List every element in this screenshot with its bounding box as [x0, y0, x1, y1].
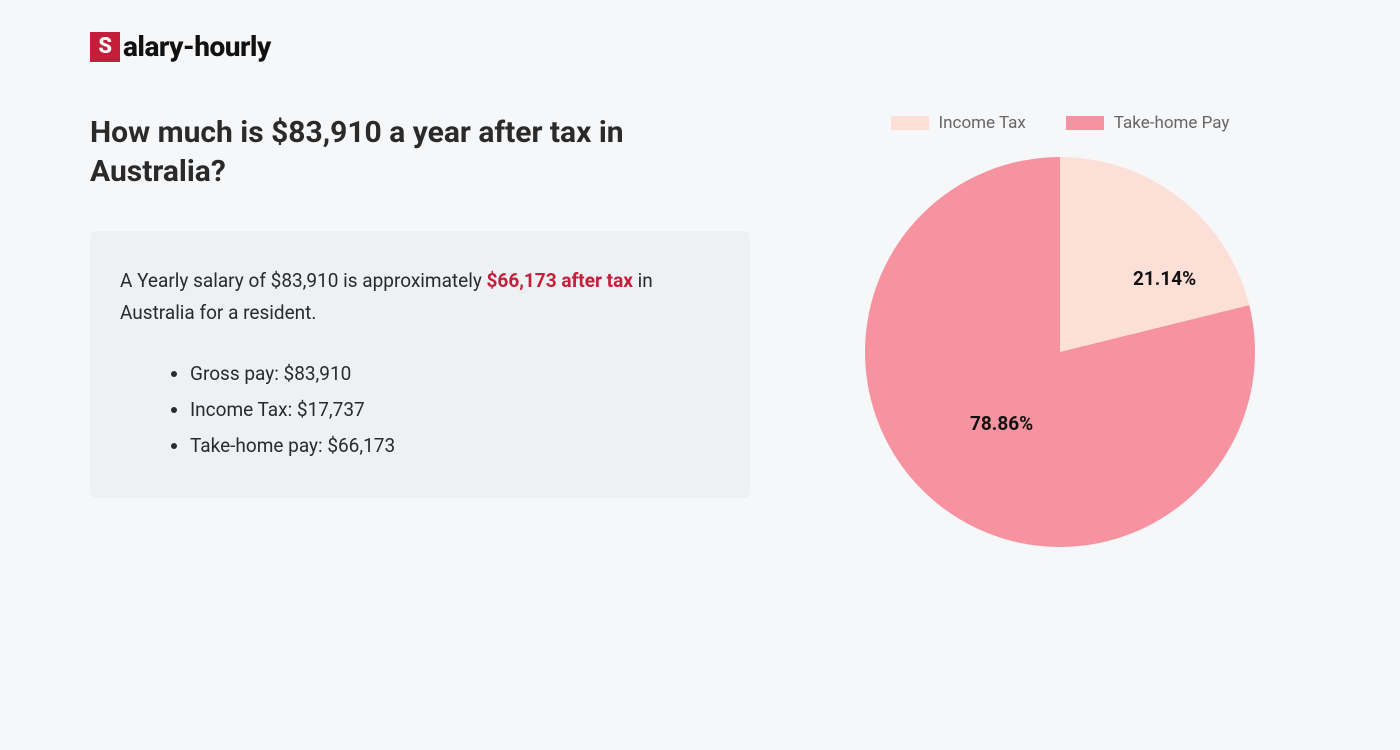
summary-prefix: A Yearly salary of $83,910 is approximat… — [120, 269, 487, 292]
chart-column: Income Tax Take-home Pay 21.14% 78.86% — [810, 113, 1310, 547]
summary-box: A Yearly salary of $83,910 is approximat… — [90, 231, 750, 498]
page-root: Salary-hourly How much is $83,910 a year… — [0, 0, 1400, 577]
legend-swatch — [891, 116, 929, 130]
summary-text: A Yearly salary of $83,910 is approximat… — [120, 265, 720, 330]
summary-highlight: $66,173 after tax — [487, 269, 633, 292]
logo-badge: S — [90, 32, 120, 62]
legend-label: Income Tax — [939, 113, 1026, 133]
legend-swatch — [1066, 116, 1104, 130]
list-item: Income Tax: $17,737 — [190, 392, 720, 428]
pie-circle — [865, 157, 1255, 547]
legend-item-take-home: Take-home Pay — [1066, 113, 1230, 133]
page-heading: How much is $83,910 a year after tax in … — [90, 113, 750, 191]
content-row: How much is $83,910 a year after tax in … — [90, 113, 1310, 547]
slice-label-take-home: 78.86% — [970, 412, 1033, 435]
pie-chart: 21.14% 78.86% — [865, 157, 1255, 547]
list-item: Gross pay: $83,910 — [190, 356, 720, 392]
chart-legend: Income Tax Take-home Pay — [891, 113, 1230, 133]
list-item: Take-home pay: $66,173 — [190, 428, 720, 464]
left-column: How much is $83,910 a year after tax in … — [90, 113, 750, 498]
legend-label: Take-home Pay — [1114, 113, 1230, 133]
logo-text: alary-hourly — [123, 30, 271, 63]
breakdown-list: Gross pay: $83,910 Income Tax: $17,737 T… — [120, 356, 720, 464]
legend-item-income-tax: Income Tax — [891, 113, 1026, 133]
slice-label-income-tax: 21.14% — [1133, 267, 1196, 290]
site-logo: Salary-hourly — [90, 30, 1310, 63]
